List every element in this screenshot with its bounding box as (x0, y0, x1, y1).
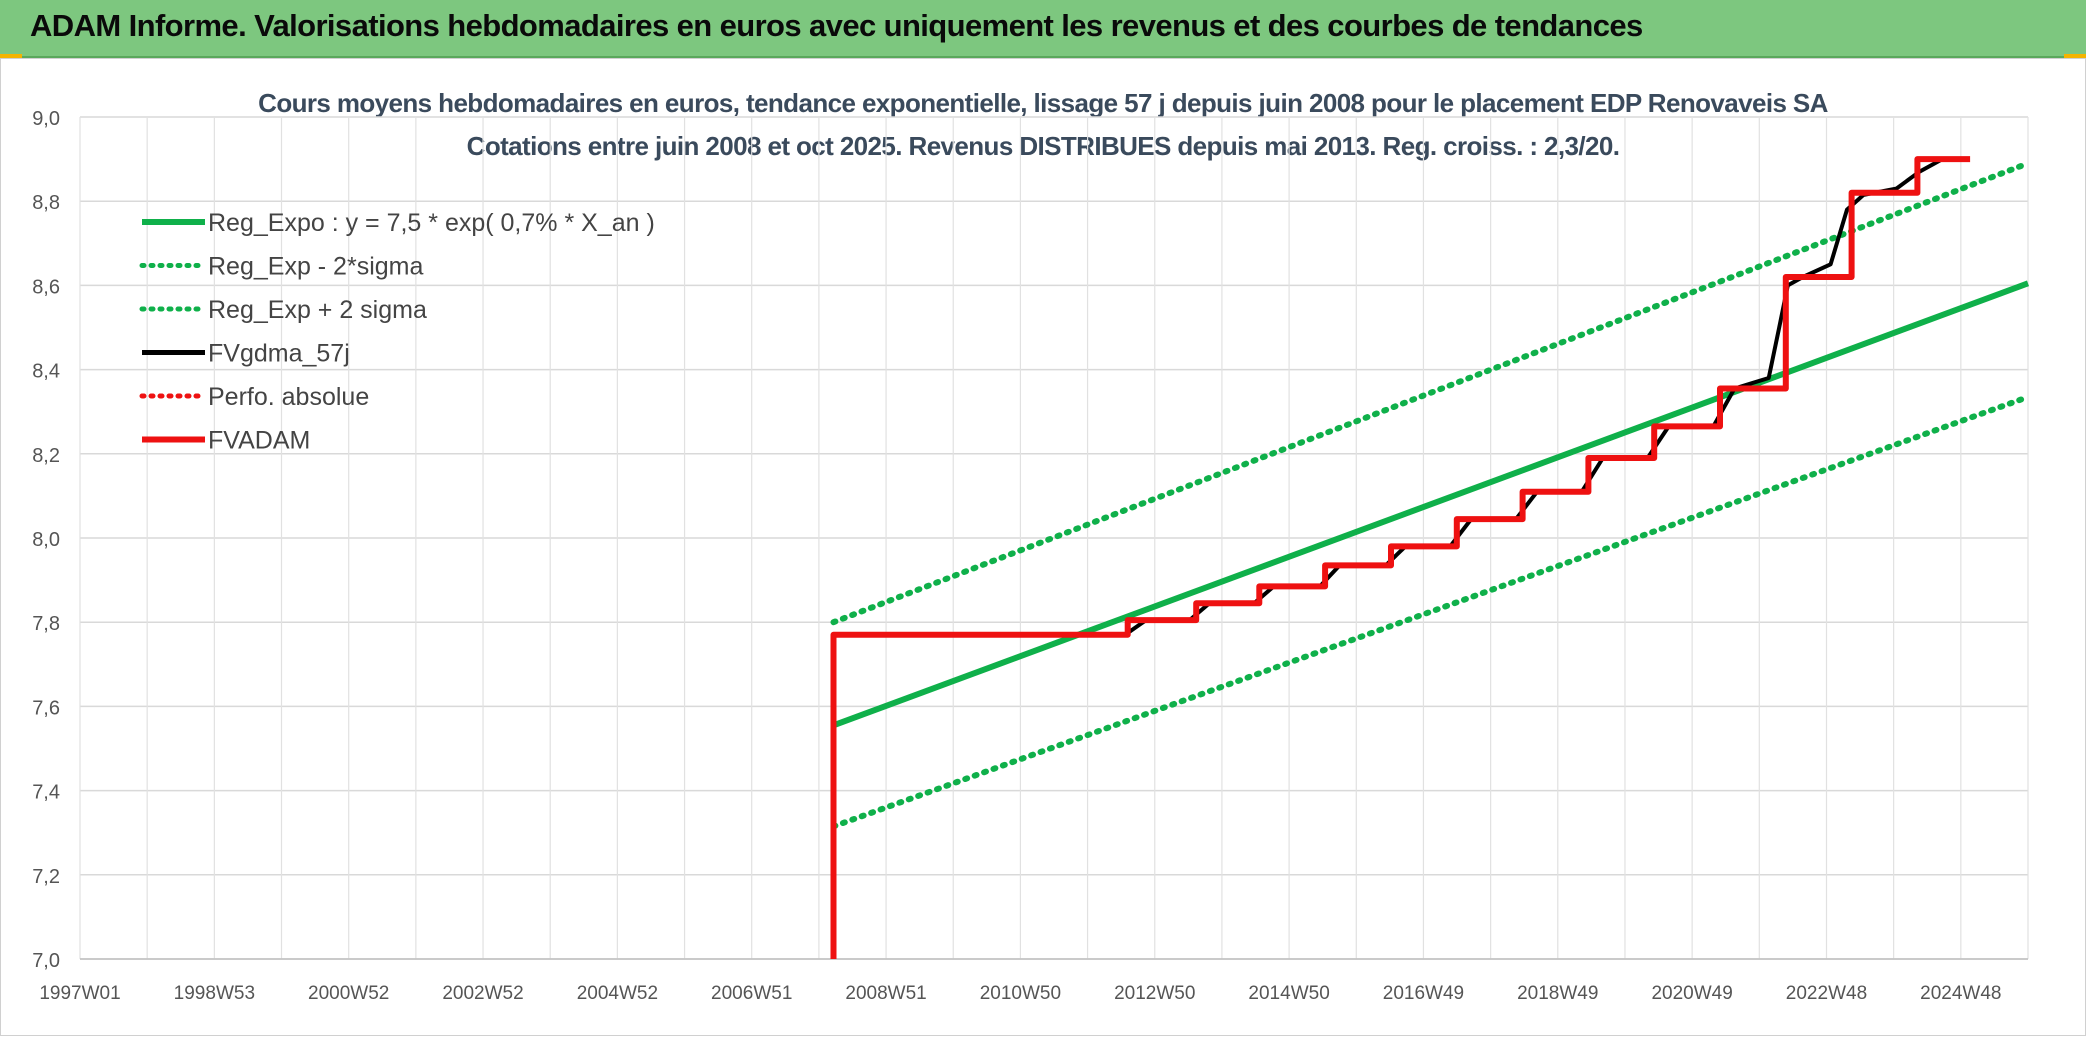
legend-label: Reg_Exp + 2 sigma (208, 296, 427, 324)
y-tick-label: 7,6 (32, 697, 60, 719)
x-tick-label: 2018W49 (1517, 983, 1598, 1004)
x-tick-label: 1998W53 (174, 983, 255, 1004)
x-tick-label: 2012W50 (1114, 983, 1195, 1004)
legend-label: Reg_Expo : y = 7,5 * exp( 0,7% * X_an ) (208, 209, 655, 237)
y-tick-label: 7,0 (32, 950, 60, 972)
x-tick-label: 2022W48 (1786, 983, 1867, 1004)
x-tick-label: 2024W48 (1920, 983, 2001, 1004)
corner-mark-right (2064, 54, 2086, 60)
y-tick-label: 7,8 (32, 613, 60, 635)
legend-label: Perfo. absolue (208, 383, 369, 411)
series-lines (830, 156, 2031, 959)
chart-frame (0, 58, 2086, 1036)
legend: Reg_Expo : y = 7,5 * exp( 0,7% * X_an ) R… (139, 209, 655, 455)
x-tick-label: 2016W49 (1383, 983, 1464, 1004)
y-tick-label: 7,4 (32, 782, 60, 804)
chart-title: Cours moyens hebdomadaires en euros, ten… (258, 88, 1828, 118)
x-tick-label: 2004W52 (577, 983, 658, 1004)
series-line (830, 156, 1971, 959)
legend-label: FVADAM (208, 427, 310, 455)
y-tick-label: 8,6 (32, 276, 60, 298)
x-tick-label: 2002W52 (442, 983, 523, 1004)
grid-lines (79, 116, 2029, 960)
report-banner: ADAM Informe. Valorisations hebdomadaire… (0, 0, 2086, 58)
series-line (830, 160, 2031, 626)
legend-label: FVgdma_57j (208, 340, 350, 368)
x-tick-label: 2010W50 (980, 983, 1061, 1004)
y-tick-label: 9,0 (32, 108, 60, 130)
report-title: ADAM Informe. Valorisations hebdomadaire… (30, 8, 1643, 43)
x-tick-label: 2000W52 (308, 983, 389, 1004)
x-tick-label: 2020W49 (1651, 983, 1732, 1004)
y-tick-label: 8,2 (32, 445, 60, 467)
x-axis: 1997W01 1998W53 2000W52 2002W52 2004W52 2006W… (39, 983, 2001, 1004)
y-tick-label: 8,0 (32, 529, 60, 551)
y-tick-label: 8,4 (32, 361, 60, 383)
x-tick-label: 2006W51 (711, 983, 792, 1004)
series-line (832, 280, 2030, 729)
series-line (833, 157, 1968, 637)
x-tick-label: 2014W50 (1248, 983, 1329, 1004)
y-tick-label: 8,8 (32, 192, 60, 214)
chart-subtitle: Cotations entre juin 2008 et oct 2025. R… (466, 131, 1620, 161)
legend-label: Reg_Exp - 2*sigma (208, 253, 423, 281)
x-tick-label: 2008W51 (845, 983, 926, 1004)
corner-mark-left (0, 54, 22, 60)
y-axis: 7,0 7,2 7,4 7,6 7,8 8,0 8,2 8,4 8,6 8,8 9,0 (32, 108, 60, 972)
series-line (830, 394, 2031, 830)
x-tick-label: 1997W01 (39, 983, 120, 1004)
y-tick-label: 7,2 (32, 866, 60, 888)
